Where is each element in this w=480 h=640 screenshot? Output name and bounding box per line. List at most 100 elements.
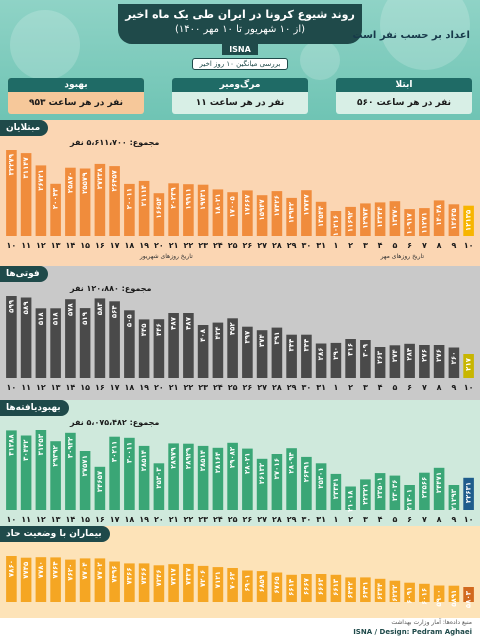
bar-value-label: ۶۶۶۷	[302, 577, 310, 595]
x-tick-label: ۸	[437, 515, 442, 524]
chart-total: مجموع: ۵،۰۷۵،۴۸۲ نفر	[70, 418, 160, 427]
x-tick-label: ۳۰	[302, 383, 312, 392]
bar	[301, 190, 312, 236]
bar-value-label: ۴۸۷	[184, 316, 192, 330]
month-label: تاریخ روزهای شهریور	[139, 253, 193, 260]
bar	[212, 322, 224, 378]
bar-value-label: ۳۴۴	[302, 338, 310, 352]
bar-value-label: ۶۶۱۳	[332, 578, 340, 596]
x-tick-label: ۱۶	[95, 515, 105, 524]
x-tick-label: ۱۹	[139, 241, 149, 250]
stat-recovered: بهبود ۹۵۳ نفر در هر ساعت	[8, 78, 144, 114]
bar-value-label: ۲۰۰۴۳	[52, 187, 60, 209]
bar-value-label: ۲۳۳۴۱	[332, 478, 340, 499]
x-tick-label: ۴	[378, 241, 383, 250]
bar-value-label: ۲۶۱۳۲	[258, 462, 266, 484]
bar-value-label: ۲۵۳۰۱	[317, 467, 325, 488]
bar-value-label: ۲۴۶۵۷	[96, 470, 104, 492]
bar	[433, 585, 445, 602]
x-tick-label: ۱۲	[36, 383, 46, 392]
bar	[197, 184, 209, 236]
x-tick-label: ۱۷	[110, 241, 120, 250]
x-tick-label: ۲۸	[272, 241, 282, 250]
bar-value-label: ۲۵۸۷۰	[66, 172, 74, 193]
bar	[404, 485, 415, 510]
bar	[242, 448, 253, 510]
virus-decoration	[300, 40, 340, 80]
x-tick-label: ۲۴	[213, 515, 223, 524]
bar	[301, 456, 312, 510]
bar-value-label: ۲۳۵۶۶	[420, 477, 428, 498]
bar-value-label: ۷۲۰۶	[199, 570, 207, 587]
bar-value-label: ۶۸۵۹	[258, 574, 266, 592]
bar	[286, 574, 297, 602]
isna-tag: ISNA	[222, 44, 258, 55]
bar-value-label: ۴۰۸	[199, 328, 207, 342]
chart-panel: بیماران با وضعیت حاد ۷۸۶۰ ۷۷۴۵ ۷۷۸۰ ۷۷۶۴ ۷۶۲۰…	[0, 526, 480, 618]
bar	[345, 486, 356, 510]
bar-value-label: ۱۷۴۲۶	[273, 195, 281, 216]
bar	[360, 479, 371, 510]
bar	[138, 180, 150, 236]
bar-value-label: ۷۷۶۴	[52, 561, 60, 579]
bar-value-label: ۲۱۰۱۸	[347, 490, 355, 512]
x-tick-label: ۱۰	[7, 515, 17, 524]
x-tick-label: ۵	[392, 241, 397, 250]
bar	[212, 189, 224, 236]
x-tick-label: ۷	[422, 515, 427, 524]
bar	[242, 326, 253, 378]
x-tick-label: ۲۲	[184, 241, 194, 250]
chart-title: بهبودیافته‌ها	[0, 400, 69, 416]
x-tick-label: ۲۲	[184, 383, 194, 392]
bar	[138, 563, 150, 602]
bar-value-label: ۶۲۲۲	[391, 584, 399, 602]
bar	[20, 435, 32, 510]
stat-value: ۹۵۳ نفر در هر ساعت	[28, 98, 124, 108]
x-tick-label: ۱۲	[36, 241, 46, 250]
x-tick-label: ۲۹	[287, 241, 297, 250]
x-tick-label: ۱۰	[7, 383, 17, 392]
bar-value-label: ۳۱۱۴۷	[22, 156, 30, 178]
bar-value-label: ۷۳۱۷	[170, 567, 178, 585]
bar-value-label: ۷۴۹۶	[111, 566, 119, 583]
bar	[138, 445, 150, 510]
bar	[301, 334, 312, 378]
stat-name: مرگ‌ومیر	[172, 78, 308, 92]
x-tick-label: ۲۱	[169, 515, 179, 524]
bar	[345, 206, 356, 236]
bar-value-label: ۲۸۹۷۹	[170, 447, 178, 469]
bar	[256, 571, 268, 602]
stat-value: ۵۶۰ نفر در هر ساعت	[356, 98, 452, 108]
bar	[330, 342, 342, 378]
bar-value-label: ۶۴۴۲	[347, 581, 355, 599]
bar	[124, 563, 135, 602]
bar	[256, 330, 268, 378]
x-tick-label: ۱۸	[125, 515, 135, 524]
bar-value-label: ۱۳۳۴۴	[376, 206, 384, 228]
x-tick-label: ۱۳	[51, 383, 61, 392]
bar-value-label: ۲۶۴۹۱	[302, 461, 310, 482]
bar	[448, 204, 460, 236]
x-tick-label: ۲۱	[169, 241, 179, 250]
bar	[301, 574, 312, 602]
bar	[242, 570, 253, 602]
bar	[138, 319, 150, 378]
bar	[183, 313, 194, 378]
x-tick-label: ۲۷	[257, 515, 267, 524]
bar-value-label: ۲۶۳	[376, 350, 384, 364]
bar	[389, 475, 401, 510]
bar-value-label: ۲۸۶	[317, 348, 325, 361]
bar	[197, 445, 209, 510]
bar	[389, 345, 401, 378]
bar	[65, 559, 76, 602]
bar	[315, 574, 327, 602]
chart-total: مجموع: ۵،۶۱۱،۷۰۰ نفر	[70, 138, 160, 147]
x-tick-label: ۲۴	[213, 383, 223, 392]
bar-value-label: ۲۱۳۰۱	[406, 489, 414, 510]
bar	[20, 297, 32, 378]
x-tick-label: ۶	[407, 383, 412, 392]
bar-value-label: ۲۷۶	[435, 349, 443, 362]
month-label: تاریخ روزهای مهر	[380, 253, 425, 260]
x-tick-label: ۱۷	[110, 515, 120, 524]
bar-value-label: ۲۲۶۳۱	[465, 482, 473, 503]
